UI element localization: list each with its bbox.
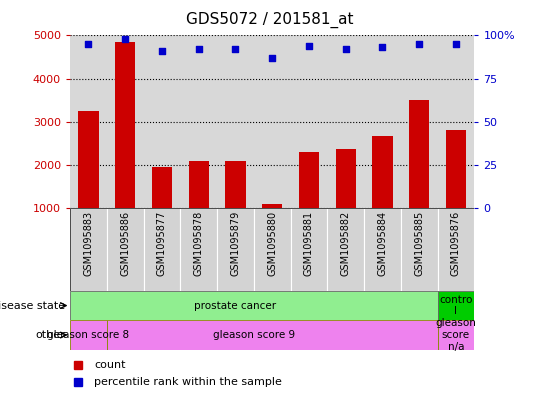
Bar (70, 208, 107, 291)
Text: GSM1095876: GSM1095876 (451, 211, 461, 276)
Bar (225, 161, 246, 252)
Bar (107, 320, 438, 350)
Bar (438, 320, 474, 350)
Point (157, 48, 166, 54)
Point (305, 42, 313, 49)
Point (415, 41, 424, 47)
Bar (254, 208, 291, 291)
Text: prostate cancer: prostate cancer (195, 301, 277, 310)
Bar (291, 208, 327, 291)
Text: GSM1095882: GSM1095882 (341, 211, 351, 276)
Text: GSM1095885: GSM1095885 (414, 211, 424, 276)
Text: gleason score 9: gleason score 9 (213, 330, 295, 340)
Point (121, 36, 129, 42)
Point (195, 46, 203, 52)
Text: gleason
score
n/a: gleason score n/a (436, 318, 476, 352)
Point (378, 44, 387, 51)
Bar (438, 291, 474, 320)
Bar (446, 130, 466, 252)
Text: GSM1095883: GSM1095883 (84, 211, 93, 276)
Point (452, 41, 460, 47)
Text: GDS5072 / 201581_at: GDS5072 / 201581_at (186, 11, 353, 28)
Point (84, 41, 93, 47)
Text: GSM1095878: GSM1095878 (194, 211, 204, 276)
Bar (262, 204, 282, 252)
Bar (107, 208, 143, 291)
Text: GSM1095877: GSM1095877 (157, 211, 167, 276)
Point (341, 46, 350, 52)
Bar (189, 161, 209, 252)
Bar (152, 167, 172, 252)
Text: contro
l: contro l (439, 295, 473, 316)
Text: other: other (35, 330, 65, 340)
Text: GSM1095879: GSM1095879 (231, 211, 240, 276)
Bar (70, 320, 107, 350)
Text: GSM1095884: GSM1095884 (377, 211, 388, 276)
Point (268, 55, 277, 61)
Bar (115, 42, 135, 252)
Bar (181, 208, 217, 291)
Text: percentile rank within the sample: percentile rank within the sample (94, 377, 282, 387)
Text: GSM1095880: GSM1095880 (267, 211, 277, 276)
Bar (299, 152, 319, 252)
Bar (372, 136, 392, 252)
Text: disease state: disease state (0, 301, 65, 310)
Bar (336, 149, 356, 252)
Text: GSM1095886: GSM1095886 (120, 211, 130, 276)
Text: gleason score 8: gleason score 8 (47, 330, 129, 340)
Bar (438, 208, 474, 291)
Bar (364, 208, 401, 291)
Bar (78, 111, 99, 252)
Text: count: count (94, 360, 126, 370)
Text: GSM1095881: GSM1095881 (304, 211, 314, 276)
Bar (217, 208, 254, 291)
Bar (327, 208, 364, 291)
Bar (401, 208, 438, 291)
Bar (409, 100, 429, 252)
Bar (143, 208, 181, 291)
Point (231, 46, 240, 52)
